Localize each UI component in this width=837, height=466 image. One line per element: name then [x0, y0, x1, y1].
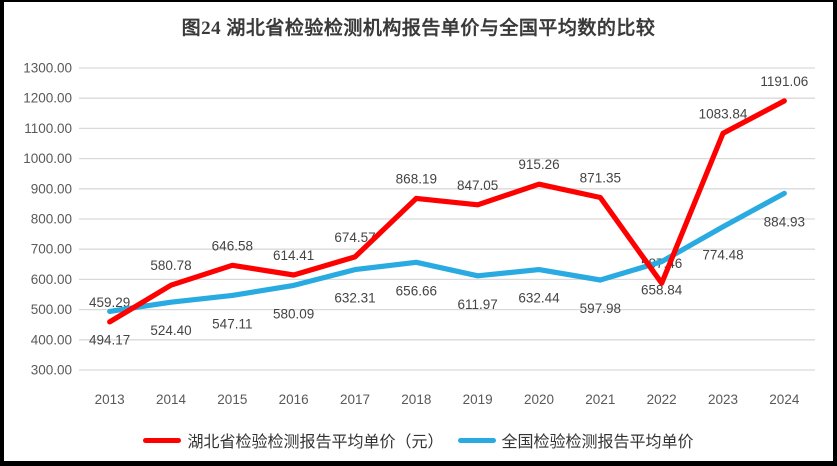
- x-axis-tick-label: 2019: [463, 392, 493, 407]
- x-axis-tick-label: 2023: [708, 392, 738, 407]
- data-label: 459.29: [89, 295, 130, 310]
- data-label: 1083.84: [699, 106, 748, 121]
- chart-legend: 湖北省检验检测报告平均单价（元） 全国检验检测报告平均单价: [4, 428, 833, 452]
- data-label: 614.41: [273, 248, 314, 263]
- data-label: 494.17: [89, 332, 130, 347]
- y-axis-tick-label: 900.00: [31, 181, 72, 196]
- data-label: 868.19: [396, 171, 437, 186]
- data-label: 656.66: [396, 283, 437, 298]
- y-axis-tick-label: 800.00: [31, 212, 72, 227]
- x-axis-tick-label: 2013: [95, 392, 125, 407]
- data-label: 847.05: [457, 178, 498, 193]
- data-label: 611.97: [458, 297, 498, 312]
- data-label: 524.40: [150, 323, 191, 338]
- data-label: 597.98: [580, 301, 621, 316]
- x-axis-tick-label: 2016: [279, 392, 309, 407]
- legend-item-national: 全国检验检测报告平均单价: [457, 428, 694, 452]
- legend-label-hubei: 湖北省检验检测报告平均单价（元）: [187, 434, 444, 451]
- series-line: [107, 98, 787, 325]
- x-axis-tick-label: 2018: [401, 392, 431, 407]
- legend-item-hubei: 湖北省检验检测报告平均单价（元）: [143, 428, 444, 452]
- x-axis-tick-label: 2015: [217, 392, 247, 407]
- y-axis-tick-label: 300.00: [31, 363, 72, 378]
- legend-label-national: 全国检验检测报告平均单价: [501, 434, 694, 451]
- data-label: 580.09: [273, 306, 314, 321]
- x-axis-tick-label: 2024: [769, 392, 800, 407]
- y-axis-tick-label: 1000.00: [23, 151, 72, 166]
- y-axis-tick-label: 600.00: [31, 272, 72, 287]
- national-line-swatch-icon: [457, 437, 496, 443]
- data-label: 632.44: [518, 291, 560, 306]
- line-chart: 1300.00 1200.00 1100.00 1000.00 900.00 800.00…: [23, 61, 815, 407]
- y-axis-tick-label: 1200.00: [23, 91, 72, 106]
- data-label: 632.31: [334, 291, 375, 306]
- data-label: 774.48: [702, 248, 743, 263]
- chart-title: 图24 湖北省检验检测机构报告单价与全国平均数的比较: [181, 18, 656, 39]
- y-axis-tick-label: 500.00: [31, 302, 72, 317]
- x-axis-tick-label: 2021: [585, 392, 615, 407]
- data-label: 547.11: [212, 316, 252, 331]
- x-axis-tick-label: 2020: [524, 392, 554, 407]
- x-axis-tick-label: 2022: [647, 392, 677, 407]
- y-axis-tick-label: 400.00: [31, 332, 72, 347]
- x-axis-tick-label: 2014: [156, 392, 187, 407]
- y-axis-tick-label: 700.00: [31, 242, 72, 257]
- data-label: 658.84: [641, 283, 683, 298]
- data-label: 884.93: [764, 214, 805, 229]
- data-label: 871.35: [580, 170, 621, 185]
- y-axis-tick-label: 1100.00: [24, 121, 72, 136]
- x-axis-tick-label: 2017: [340, 392, 370, 407]
- hubei-line-swatch-icon: [143, 437, 182, 443]
- data-label: 1191.06: [760, 74, 808, 89]
- data-label: 646.58: [212, 238, 253, 253]
- data-label: 674.57: [334, 230, 375, 245]
- data-label: 580.78: [150, 258, 191, 273]
- data-label: 915.26: [518, 157, 559, 172]
- y-axis-tick-label: 1300.00: [23, 61, 72, 76]
